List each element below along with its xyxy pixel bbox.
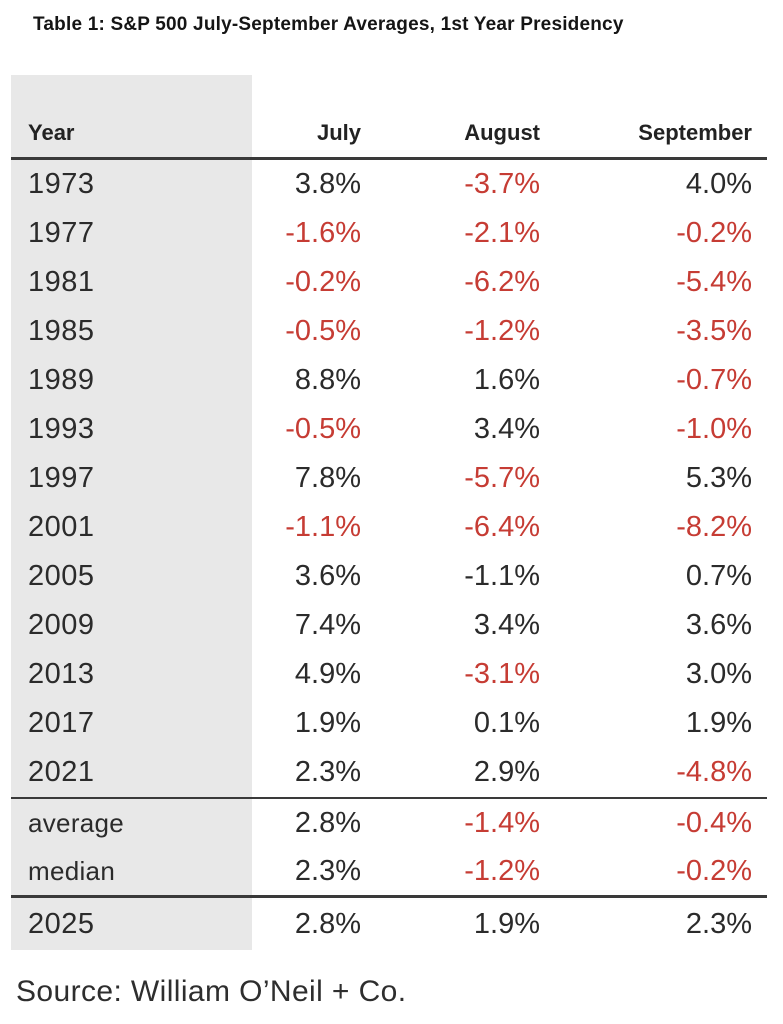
value-cell: -2.1% (464, 217, 540, 249)
value-cell: 2.8% (252, 797, 361, 847)
value-cell: -1.0% (676, 413, 752, 445)
table-row: 2013 4.9% -3.1% 3.0% (11, 650, 767, 699)
value-cell: 1.9% (361, 895, 540, 950)
value-cell: 2.3% (540, 895, 767, 950)
row-label: 2005 (11, 552, 252, 601)
value-cell: -0.7% (676, 364, 752, 396)
value-cell: 2.8% (252, 895, 361, 950)
value-cell: -1.2% (464, 315, 540, 347)
column-header-september: September (540, 75, 767, 160)
value-cell: 2.9% (473, 756, 540, 788)
row-label: 2013 (11, 650, 252, 699)
sp500-averages-table: Year July August September 1973 3.8% -3.7%… (11, 75, 767, 950)
value-cell: -0.2% (676, 854, 752, 887)
value-cell: -0.5% (285, 315, 361, 347)
value-cell: -1.4% (361, 797, 540, 847)
row-label: 2021 (11, 748, 252, 798)
row-label: 2025 (11, 895, 252, 950)
table-row: 1997 7.8% -5.7% 5.3% (11, 454, 767, 503)
table-row: median 2.3% -1.2% -0.2% (11, 847, 767, 897)
value-cell: 3.4% (473, 609, 540, 641)
value-cell: 0.7% (685, 560, 752, 592)
table-row: 1973 3.8% -3.7% 4.0% (11, 158, 767, 209)
column-header-august: August (361, 75, 540, 160)
column-header-july: July (252, 75, 361, 160)
value-cell: 1.9% (294, 707, 361, 739)
row-label: 1981 (11, 258, 252, 307)
row-label: 1973 (11, 158, 252, 209)
table-row: 2005 3.6% -1.1% 0.7% (11, 552, 767, 601)
table-row: 1993 -0.5% 3.4% -1.0% (11, 405, 767, 454)
value-cell: 7.8% (294, 462, 361, 494)
column-header-year: Year (11, 75, 252, 160)
table-body: 1973 3.8% -3.7% 4.0% 1977 -1.6% -2.1% -0.2% 1981… (11, 158, 767, 950)
value-cell: 3.6% (685, 609, 752, 641)
source-attribution: Source: William O’Neil + Co. (16, 975, 407, 1008)
table-row: 2017 1.9% 0.1% 1.9% (11, 699, 767, 748)
table-row: 1985 -0.5% -1.2% -3.5% (11, 307, 767, 356)
value-cell: 5.3% (685, 462, 752, 494)
value-cell: -6.4% (464, 511, 540, 543)
table-header: Year July August September (11, 75, 767, 160)
table-row: 2021 2.3% 2.9% -4.8% (11, 748, 767, 798)
table-row: 1977 -1.6% -2.1% -0.2% (11, 209, 767, 258)
value-cell: 3.6% (294, 560, 361, 592)
value-cell: -3.5% (676, 315, 752, 347)
value-cell: 8.8% (294, 364, 361, 396)
value-cell: 2.3% (294, 854, 361, 887)
row-label: 1997 (11, 454, 252, 503)
value-cell: -0.2% (676, 217, 752, 249)
value-cell: -8.2% (676, 511, 752, 543)
value-cell: 3.0% (685, 658, 752, 690)
value-cell: -1.1% (285, 511, 361, 543)
value-cell: 3.8% (294, 168, 361, 200)
value-cell: 0.1% (473, 707, 540, 739)
table-row: 2009 7.4% 3.4% 3.6% (11, 601, 767, 650)
value-cell: -6.2% (464, 266, 540, 298)
value-cell: 2.3% (294, 756, 361, 788)
row-label: 2017 (11, 699, 252, 748)
value-cell: -1.2% (464, 854, 540, 887)
table-title: Table 1: S&P 500 July-September Averages… (33, 14, 624, 35)
page: Table 1: S&P 500 July-September Averages… (0, 14, 783, 1024)
header-row: Year July August September (11, 75, 767, 160)
row-label: 1977 (11, 209, 252, 258)
table-row: 2001 -1.1% -6.4% -8.2% (11, 503, 767, 552)
value-cell: 7.4% (294, 609, 361, 641)
value-cell: -3.1% (464, 658, 540, 690)
row-label: average (11, 797, 252, 847)
value-cell: -0.2% (285, 266, 361, 298)
value-cell: 4.0% (685, 168, 752, 200)
row-label: 1993 (11, 405, 252, 454)
table-row: 1981 -0.2% -6.2% -5.4% (11, 258, 767, 307)
value-cell: 3.4% (473, 413, 540, 445)
value-cell: 1.9% (685, 707, 752, 739)
table-row: average 2.8% -1.4% -0.4% (11, 797, 767, 847)
value-cell: -0.5% (285, 413, 361, 445)
value-cell: -5.7% (464, 462, 540, 494)
row-label: 1989 (11, 356, 252, 405)
row-label: median (11, 847, 252, 897)
table-row: 1989 8.8% 1.6% -0.7% (11, 356, 767, 405)
row-label: 1985 (11, 307, 252, 356)
value-cell: 1.6% (473, 364, 540, 396)
row-label: 2001 (11, 503, 252, 552)
value-cell: -1.1% (464, 560, 540, 592)
value-cell: 4.9% (294, 658, 361, 690)
value-cell: -5.4% (676, 266, 752, 298)
value-cell: -4.8% (676, 756, 752, 788)
value-cell: -3.7% (464, 168, 540, 200)
table-row: 2025 2.8% 1.9% 2.3% (11, 895, 767, 950)
value-cell: -1.6% (285, 217, 361, 249)
value-cell: -0.4% (540, 797, 767, 847)
row-label: 2009 (11, 601, 252, 650)
